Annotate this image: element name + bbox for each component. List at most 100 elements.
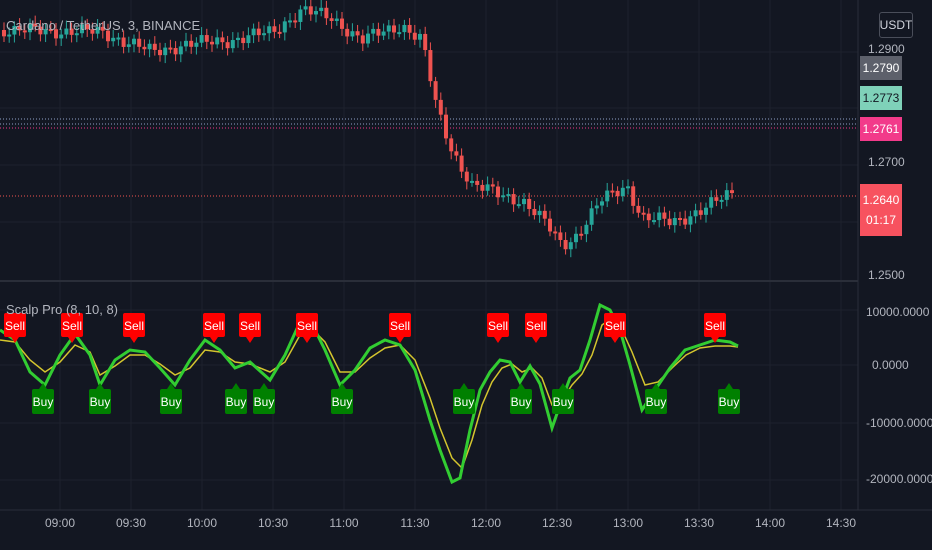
- candle-body: [589, 208, 594, 225]
- buy-label: Buy: [511, 395, 532, 409]
- price-tag-mid: 1.2773: [860, 86, 902, 110]
- candle-body: [386, 25, 391, 32]
- candle-body: [360, 35, 365, 44]
- candle-body: [204, 35, 209, 42]
- candle-body: [163, 47, 168, 56]
- candle-body: [620, 187, 625, 197]
- candle-body: [314, 11, 318, 15]
- candle-body: [397, 32, 402, 35]
- buy-label: Buy: [33, 395, 54, 409]
- candle-body: [605, 190, 610, 202]
- price-axis-label: 1.2700: [868, 155, 905, 169]
- candle-body: [85, 24, 90, 30]
- candle-body: [282, 21, 287, 33]
- buy-label: Buy: [254, 395, 275, 409]
- candle-body: [412, 32, 417, 40]
- buy-signal: Buy: [552, 383, 574, 414]
- buy-signal: Buy: [253, 383, 275, 414]
- indicator-axis-label: -10000.0000: [866, 416, 932, 430]
- time-axis-label: 13:00: [612, 516, 644, 530]
- candle-body: [516, 204, 521, 207]
- sell-signal: Sell: [389, 313, 411, 343]
- candle-body: [475, 180, 480, 185]
- candle-body: [558, 232, 563, 240]
- candle-body: [615, 190, 620, 197]
- candle-body: [277, 31, 282, 34]
- time-axis-label: 10:00: [186, 516, 218, 530]
- sell-label: Sell: [204, 319, 224, 333]
- sell-signal: Sell: [487, 313, 509, 343]
- candle-body: [527, 198, 532, 209]
- candle-body: [262, 33, 266, 36]
- candle-body: [210, 41, 214, 45]
- candle-body: [522, 198, 526, 205]
- candle-body: [288, 20, 292, 23]
- candle-body: [657, 212, 662, 221]
- time-axis-label: 14:30: [825, 516, 857, 530]
- time-axis-label: 12:00: [470, 516, 502, 530]
- candle-body: [267, 26, 272, 34]
- candle-body: [724, 190, 729, 200]
- candle-body: [90, 29, 95, 34]
- symbol-title[interactable]: Cardano / TetherUS, 3, BINANCE: [6, 18, 201, 33]
- current-price-badge: 1.2640 01:17: [860, 184, 902, 236]
- candle-body: [12, 25, 17, 35]
- buy-signal: Buy: [225, 383, 247, 414]
- candle-body: [168, 47, 173, 50]
- candle-body: [225, 42, 230, 49]
- candle-body: [298, 9, 303, 22]
- candle-body: [714, 197, 719, 201]
- candle-body: [173, 48, 178, 55]
- price-level-lines: [0, 118, 858, 197]
- buy-label: Buy: [553, 395, 574, 409]
- indicator-title[interactable]: Scalp Pro (8, 10, 8): [6, 302, 118, 317]
- candle-body: [54, 29, 58, 39]
- candle-body: [256, 28, 261, 36]
- candle-body: [2, 30, 6, 37]
- candle-body: [542, 210, 547, 219]
- candle-body: [116, 37, 121, 40]
- candle-body: [688, 216, 693, 225]
- candle-body: [662, 212, 667, 219]
- sell-signal: Sell: [239, 313, 261, 343]
- candle-body: [241, 37, 246, 44]
- candle-body: [433, 81, 438, 100]
- sell-signal: Sell: [4, 313, 26, 343]
- sell-signal: Sell: [123, 313, 145, 343]
- candle-body: [7, 34, 12, 37]
- candle-body: [329, 18, 334, 21]
- sell-signal: Sell: [203, 313, 225, 343]
- candle-body: [80, 24, 84, 34]
- price-tag-high: 1.2790: [860, 56, 902, 80]
- signal-markers: Sell Sell Sell Sell Sell Sell Sell Sell Sell Sell…: [4, 313, 740, 414]
- candle-body: [672, 218, 677, 226]
- time-axis-label: 13:30: [683, 516, 715, 530]
- time-axis-label: 09:00: [44, 516, 76, 530]
- candle-body: [438, 99, 443, 115]
- candle-body: [667, 218, 672, 226]
- candle-body: [501, 195, 506, 198]
- candle-body: [319, 7, 324, 12]
- sell-label: Sell: [605, 319, 625, 333]
- candle-body: [345, 28, 350, 37]
- candle-body: [64, 28, 69, 35]
- candle-body: [158, 49, 162, 56]
- candle-body: [230, 40, 235, 49]
- buy-signal: Buy: [453, 383, 475, 414]
- candle-body: [610, 190, 615, 193]
- sell-label: Sell: [390, 319, 410, 333]
- candle-body: [381, 31, 386, 36]
- candle-body: [293, 20, 298, 23]
- candle-body: [137, 38, 142, 47]
- candle-body: [423, 33, 428, 51]
- sell-signal: Sell: [296, 313, 318, 343]
- buy-signal: Buy: [718, 383, 740, 414]
- candle-body: [490, 184, 495, 187]
- candle-body: [178, 46, 183, 55]
- currency-button[interactable]: USDT: [879, 12, 913, 38]
- candle-body: [594, 205, 599, 209]
- candle-body: [704, 207, 708, 215]
- candle-body: [340, 18, 344, 29]
